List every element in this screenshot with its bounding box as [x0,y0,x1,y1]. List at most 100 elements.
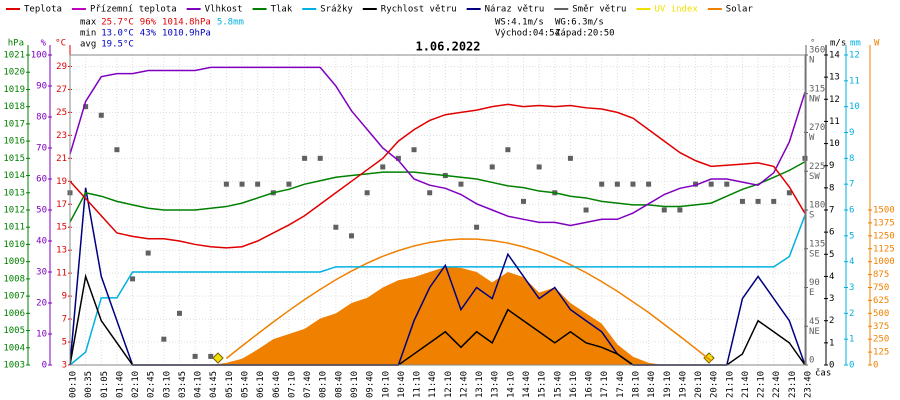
legend-label: Solar [726,5,754,15]
chart-title: 1.06.2022 [415,40,480,54]
direction-point [630,181,636,187]
y-tick-label: 6 [829,228,834,238]
axis-unit: ° [810,39,815,49]
y-tick-label: 12 [829,95,840,105]
y-tick-label: 6 [849,206,854,216]
y-tick-label: 4 [829,272,834,282]
direction-point [505,147,511,153]
info-text: WG:6.3m/s [555,18,604,28]
direction-point [208,353,214,359]
y-tick-label: 80 [36,113,47,123]
plot-frame [69,54,806,366]
direction-point [411,147,417,153]
direction-point [489,164,495,170]
x-tick-label: 13:40 [491,371,501,398]
direction-point [614,181,620,187]
legend-label: Rychlost větru [381,5,457,15]
y-tick-label: 1010 [3,240,25,250]
direction-point [599,181,605,187]
stat-value: 1010.9hPa [162,29,211,39]
y-tick-label: 315 [809,84,825,94]
y-tick-label: 3 [849,283,854,293]
compass-label: NE [809,327,820,337]
y-tick-label: 1250 [873,231,895,241]
axis-unit: % [41,39,47,49]
y-tick-label: 375 [873,322,889,332]
compass-label: NW [809,94,820,104]
y-tick-label: 60 [36,175,47,185]
direction-point [646,181,652,187]
y-tick-label: 500 [873,309,889,319]
x-tick-label: 22:10 [757,371,767,398]
x-tick-label: 19:40 [678,371,688,398]
direction-point [708,181,714,187]
y-tick-label: 875 [873,270,889,280]
stat-value: 5.8mm [217,18,244,28]
legend-label: Tlak [271,5,293,15]
y-tick-label: 1006 [3,309,25,319]
y-tick-label: 10 [36,330,47,340]
x-tick-label: 07:40 [303,371,313,398]
y-tick-label: 45 [809,317,820,327]
direction-point [239,181,245,187]
x-tick-label: 08:40 [334,371,344,398]
y-tick-label: 10 [829,139,840,149]
info-text: WS:4.1m/s [495,18,544,28]
x-tick-label: 14:40 [522,371,532,398]
y-tick-label: 1 [849,335,854,345]
direction-point [786,190,792,196]
x-tick-label: 04:45 [209,371,219,398]
x-tick-label: 18:40 [647,371,657,398]
y-tick-label: 7 [849,180,854,190]
y-tick-label: 7 [62,315,67,325]
y-tick-label: 90 [809,278,820,288]
stat-value: 43% [140,29,157,39]
y-tick-label: 1 [829,338,834,348]
y-tick-label: 225 [809,162,825,172]
y-tick-label: 20 [36,299,47,309]
y-tick-label: 8 [829,183,834,193]
x-tick-label: 16:10 [569,371,579,398]
direction-point [583,207,589,213]
y-tick-label: 2 [849,309,854,319]
x-tick-label: 10:10 [381,371,391,398]
direction-point [114,147,120,153]
direction-point [380,164,386,170]
x-tick-label: 06:40 [272,371,282,398]
y-tick-label: 17 [56,200,67,210]
direction-point [771,198,777,204]
sunrise-marker [212,352,224,364]
x-tick-label: 15:10 [538,371,548,398]
compass-label: N [809,56,814,66]
direction-point [724,181,730,187]
y-tick-label: 10 [849,102,860,112]
direction-point [317,155,323,161]
y-tick-label: 1013 [3,188,25,198]
y-tick-label: 100 [31,51,47,61]
direction-point [130,276,136,282]
y-tick-label: 1007 [3,292,25,302]
y-tick-label: 1021 [3,51,25,61]
x-tick-label: 17:10 [600,371,610,398]
y-tick-label: 11 [829,117,840,127]
y-tick-label: 0 [849,361,854,371]
y-tick-label: 0 [809,356,814,366]
x-tick-label: 03:10 [162,371,172,398]
y-tick-label: 1018 [3,102,25,112]
stat-label: min [80,29,96,39]
stat-value: 25.7°C [101,18,134,28]
legend-label: Směr větru [572,5,626,15]
axis-unit: hPa [8,39,24,49]
y-tick-label: 25 [56,108,67,118]
y-tick-label: 1500 [873,206,895,216]
direction-point [536,164,542,170]
x-tick-label: 08:10 [319,371,329,398]
y-tick-label: 1017 [3,119,25,129]
direction-point [693,181,699,187]
y-tick-label: 1008 [3,274,25,284]
y-tick-label: 90 [36,82,47,92]
legend-label: Náraz větru [485,5,545,15]
stat-value: 96% [140,18,157,28]
direction-point [677,207,683,213]
